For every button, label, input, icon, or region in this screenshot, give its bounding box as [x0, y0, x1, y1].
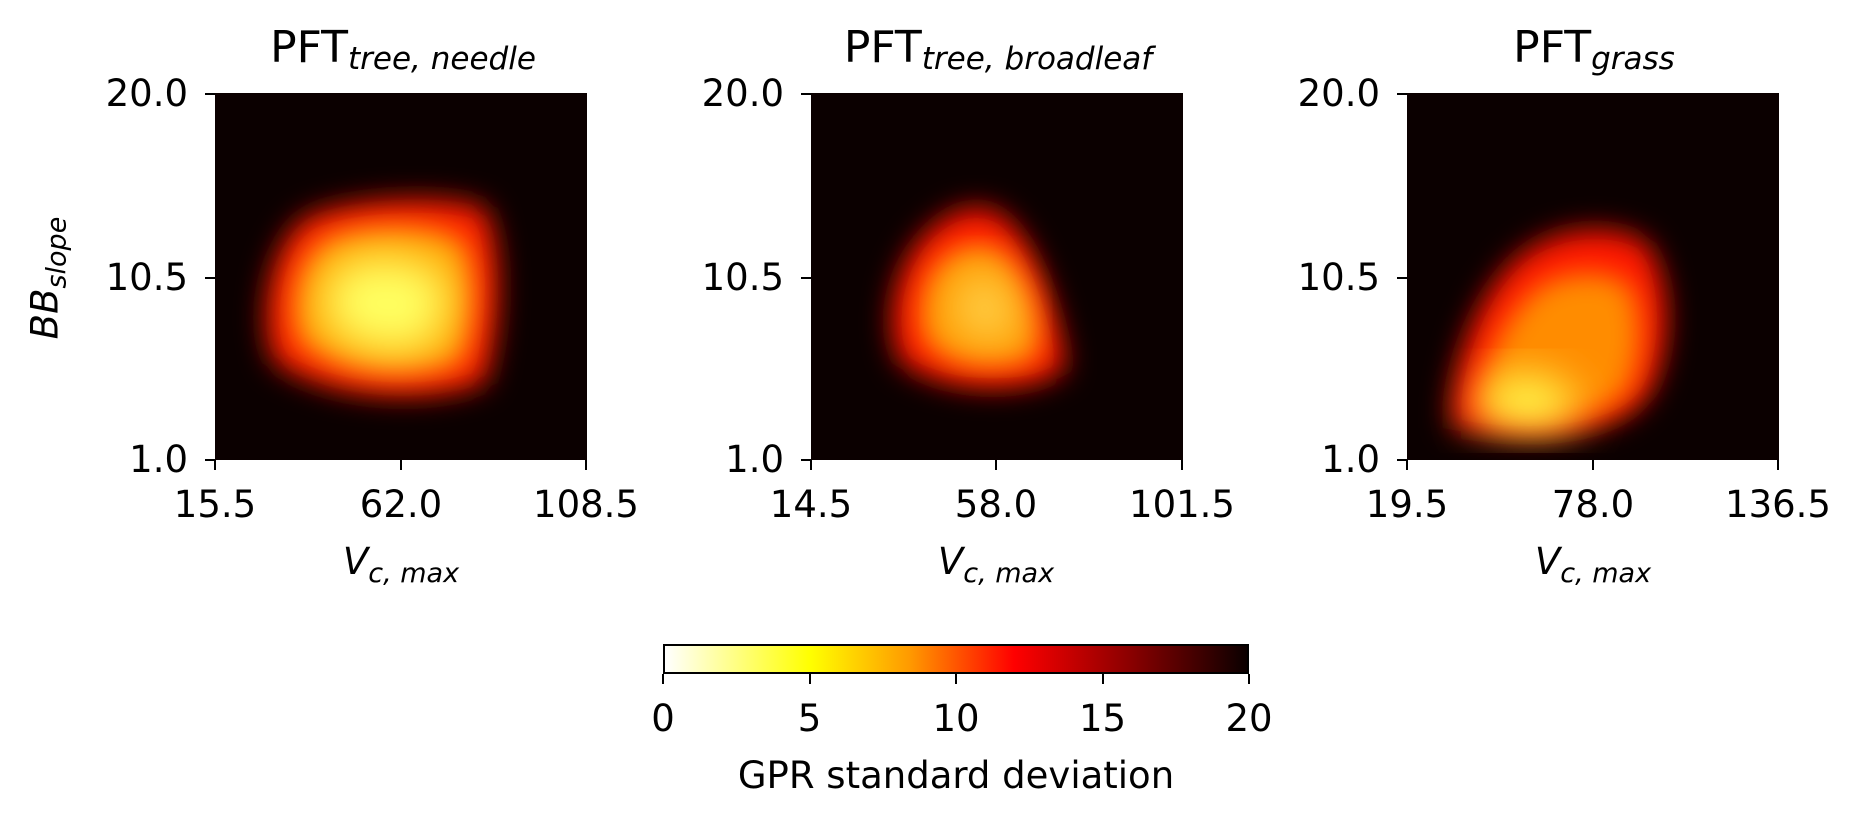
xtick-label: 15.5	[173, 483, 257, 526]
xtick-label: 14.5	[769, 483, 853, 526]
xtick-label: 78.0	[1551, 483, 1635, 526]
ytick-label: 1.0	[129, 438, 188, 481]
colorbar-tick-label: 0	[651, 697, 675, 740]
panel-title-needle: PFTtree, needle	[270, 22, 536, 77]
xtick-label: 136.5	[1725, 483, 1831, 526]
panel-title-broadleaf: PFTtree, broadleaf	[843, 22, 1153, 77]
heatmap-broadleaf	[811, 93, 1183, 460]
heatmap-needle	[215, 93, 587, 460]
colorbar	[663, 644, 1249, 674]
ytick-label: 1.0	[725, 438, 784, 481]
x-axis-label: Vc, max	[342, 540, 460, 589]
heatmap-grass	[1407, 93, 1779, 460]
colorbar-tick	[955, 674, 957, 684]
xtick-label: 108.5	[533, 483, 639, 526]
ytick-label: 1.0	[1321, 438, 1380, 481]
ytick-label: 20.0	[105, 72, 188, 115]
colorbar-tick	[662, 674, 664, 684]
ytick-label: 20.0	[1297, 72, 1380, 115]
xtick-label: 19.5	[1365, 483, 1449, 526]
colorbar-tick-label: 5	[797, 697, 822, 740]
colorbar-tick-label: 15	[1078, 697, 1127, 740]
colorbar-tick	[1101, 674, 1104, 684]
colorbar-tick-label: 20	[1225, 697, 1273, 740]
xtick-label: 62.0	[359, 483, 443, 526]
ytick-label: 20.0	[701, 72, 784, 115]
ytick-label: 10.5	[701, 256, 784, 299]
colorbar-tick	[808, 674, 811, 684]
xtick-label: 58.0	[954, 483, 1038, 526]
xtick-label: 101.5	[1129, 483, 1235, 526]
ytick-label: 10.5	[1297, 256, 1380, 299]
colorbar-tick-label: 10	[932, 697, 980, 740]
ytick-label: 10.5	[105, 256, 188, 299]
colorbar-label: GPR standard deviation	[737, 754, 1175, 797]
colorbar-tick	[1248, 674, 1250, 684]
panel-title-grass: PFTgrass	[1513, 22, 1675, 77]
x-axis-label: Vc, max	[1534, 540, 1652, 589]
x-axis-label: Vc, max	[937, 540, 1055, 589]
